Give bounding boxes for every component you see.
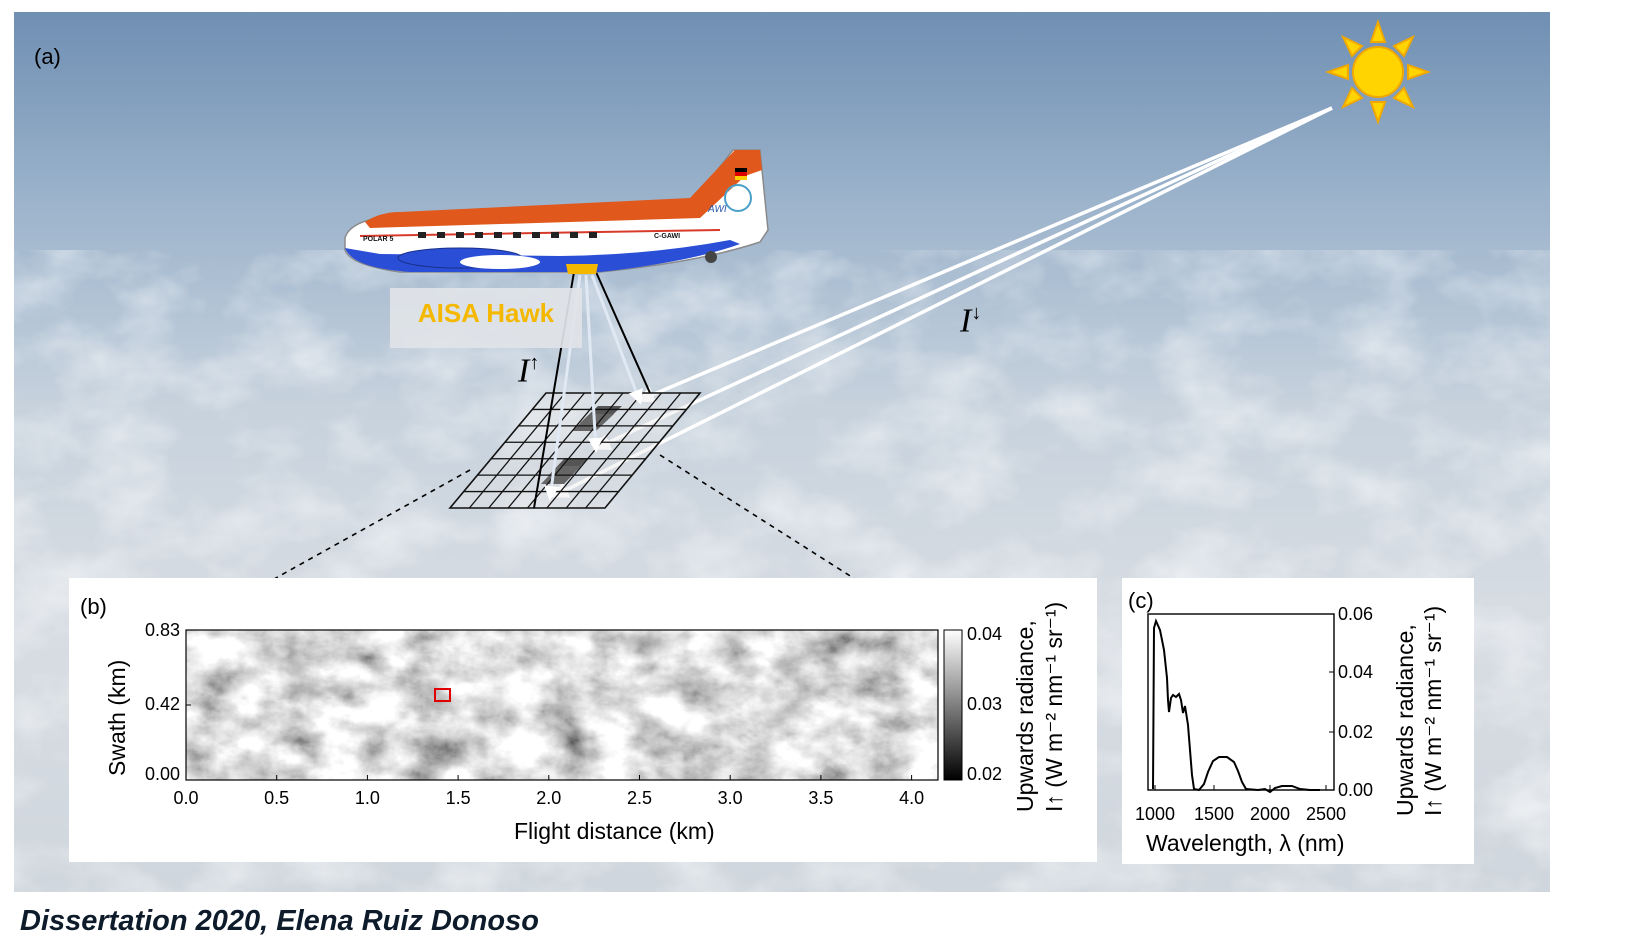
instrument-label: AISA Hawk [417,298,555,328]
downward-irradiance-rays [550,106,1333,498]
aircraft-nose-text: POLAR 5 [363,236,393,243]
aircraft-logo-text: AWI [707,204,727,215]
downward-symbol-arrow: ↓ [971,302,982,324]
panel-c-ylabel-line2: I↑ (W m⁻² nm⁻¹ sr⁻¹) [1420,605,1446,816]
panel-b-ytick-1: 0.42 [144,694,180,714]
figure-caption: Dissertation 2020, Elena Ruiz Donoso [20,905,539,937]
aircraft-illustration: POLAR 5 C-GAWI AWI [344,149,769,274]
panel-c-ytick-3: 0.00 [1338,780,1374,800]
camera-instrument [566,264,598,274]
downward-irradiance-symbol: I↓ [960,302,981,340]
selected-pixel-marker [434,688,451,702]
panel-label-b: (b) [80,594,107,619]
upward-symbol-arrow: ↑ [529,352,540,374]
colorbar-tick-1: 0.03 [967,694,1003,714]
panel-c-xtick-2: 2000 [1250,804,1291,824]
radiance-image [186,630,938,780]
panel-c-xtick-0: 1000 [1135,804,1176,824]
panel-b-xtick-4: 2.0 [536,788,562,808]
panel-b-xtick-3: 1.5 [445,788,471,808]
upward-symbol-letter: I [518,352,530,390]
panel-b-xtick-0: 0.0 [173,788,199,808]
panel-c-ylabel-line1: Upwards radiance, [1392,624,1418,816]
sun-icon [1324,18,1432,126]
panel-c-ytick-0: 0.06 [1338,604,1374,624]
colorbar-label-line2: I↑ (W m⁻² nm⁻¹ sr⁻¹) [1041,601,1067,812]
panel-b-ytick-2: 0.00 [144,764,180,784]
colorbar [943,629,963,781]
colorbar-label-line1: Upwards radiance, [1012,620,1038,812]
panel-b-xtick-2: 1.0 [354,788,380,808]
panel-label-c: (c) [1128,588,1154,613]
downward-symbol-letter: I [960,302,972,340]
panel-c-xtick-1: 1500 [1194,804,1235,824]
panel-c-xlabel: Wavelength, λ (nm) [1146,830,1345,856]
panel-b-xlabel: Flight distance (km) [514,818,715,844]
panel-b-xtick-8: 4.0 [899,788,925,808]
aircraft-registration: C-GAWI [654,233,680,240]
panel-b-xtick-5: 2.5 [626,788,653,808]
panel-c-xtick-3: 2500 [1306,804,1347,824]
panel-b-xtick-7: 3.5 [808,788,834,808]
panel-b-ytick-0: 0.83 [144,620,180,640]
panel-c-ytick-1: 0.04 [1338,662,1374,682]
spectrum-line [1152,618,1320,794]
colorbar-tick-2: 0.02 [967,764,1003,784]
panel-b-xtick-6: 3.0 [717,788,743,808]
panel-b-xtick-1: 0.5 [264,788,290,808]
colorbar-tick-0: 0.04 [967,624,1003,644]
spectrum-plot-frame [1147,613,1335,791]
footprint-grid [448,392,702,509]
panel-b-ylabel: Swath (km) [104,659,130,776]
instrument-label-box [390,288,582,348]
upward-radiance-symbol: I↑ [518,352,539,390]
panel-label-a: (a) [34,44,61,69]
panel-c-ytick-2: 0.02 [1338,722,1374,742]
